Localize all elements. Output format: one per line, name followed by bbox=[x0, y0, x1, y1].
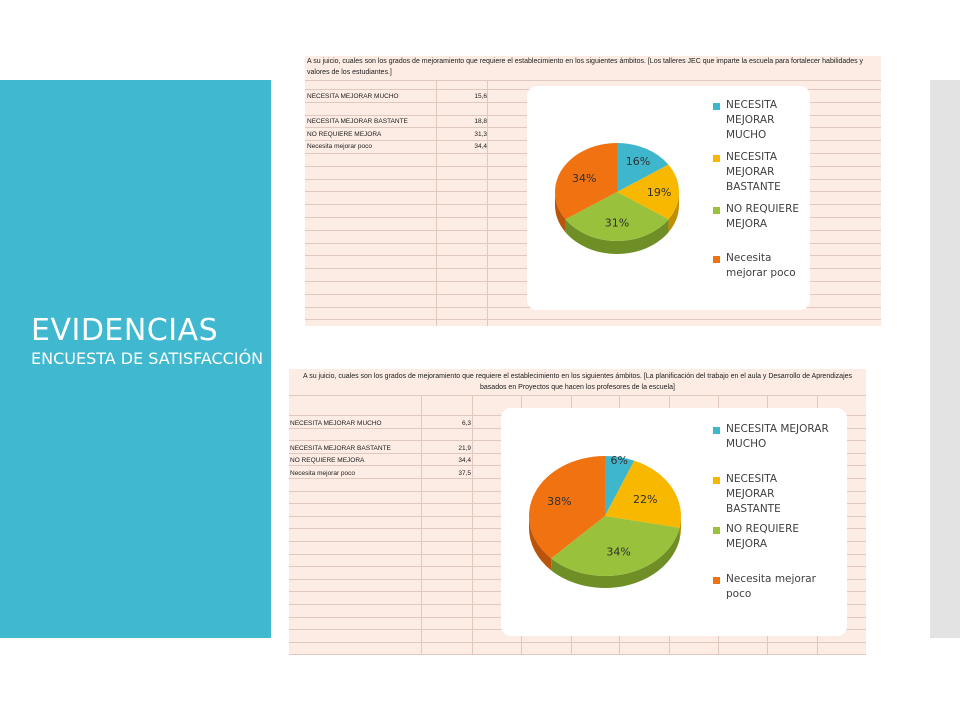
legend-item: NO REQUIERE MEJORA bbox=[713, 522, 808, 552]
row-value: 31,3 bbox=[474, 131, 487, 138]
pie-slice-side bbox=[551, 527, 680, 588]
pie-slice-side bbox=[679, 516, 681, 540]
row-value: 37,5 bbox=[458, 470, 471, 477]
row-label: NECESITA MEJORAR BASTANTE bbox=[307, 118, 408, 125]
row-label: Necesita mejorar poco bbox=[290, 470, 356, 477]
legend-label: NECESITA MEJORAR MUCHO bbox=[726, 99, 777, 141]
pie-slice-side bbox=[529, 516, 552, 571]
pie-data-label: 34% bbox=[572, 172, 596, 185]
grid-line bbox=[289, 654, 866, 655]
pie-data-label: 38% bbox=[547, 495, 571, 508]
legend-item: NECESITA MEJORAR MUCHO bbox=[713, 422, 843, 452]
pie-data-label: 34% bbox=[606, 546, 630, 559]
spreadsheet-2: A su juicio, cuales son los grados de me… bbox=[289, 369, 866, 655]
legend-item: NO REQUIERE MEJORA bbox=[713, 202, 808, 232]
row-label: NECESITA MEJORAR BASTANTE bbox=[290, 445, 391, 452]
slide-subtitle: ENCUESTA DE SATISFACCIÓN bbox=[31, 349, 264, 368]
pie-chart-2-plot: 6% 22% 34% 38% bbox=[529, 454, 681, 588]
row-label: NECESITA MEJORAR MUCHO bbox=[307, 93, 399, 100]
row-label: NO REQUIERE MEJORA bbox=[307, 131, 382, 138]
row-value: 6,3 bbox=[461, 420, 471, 427]
grid-line bbox=[305, 319, 881, 320]
pie-slice bbox=[555, 143, 617, 220]
pie-slice bbox=[565, 192, 669, 241]
grid-line bbox=[436, 80, 437, 326]
row-label: NECESITA MEJORAR MUCHO bbox=[290, 420, 382, 427]
title-block: EVIDENCIAS ENCUESTA DE SATISFACCIÓN bbox=[31, 313, 266, 369]
row-value: 34,4 bbox=[458, 457, 471, 464]
pie-slice bbox=[617, 164, 679, 220]
pie-data-label: 6% bbox=[610, 454, 627, 467]
survey-question: A su juicio, cuales son los grados de me… bbox=[302, 373, 853, 391]
slide-title: EVIDENCIAS bbox=[31, 313, 219, 348]
title-band bbox=[0, 80, 271, 638]
legend-item: NECESITA MEJORAR BASTANTE bbox=[713, 472, 808, 517]
row-label: Necesita mejorar poco bbox=[307, 143, 373, 150]
pie-slice-side bbox=[565, 219, 669, 254]
grid-line bbox=[472, 395, 473, 655]
pie-chart-1: 16% 19% 31% 34% NECESITA MEJORAR MUCHO NECE… bbox=[527, 86, 810, 310]
legend-label: NECESITA MEJORAR BASTANTE bbox=[726, 473, 781, 515]
row-value: 18,8 bbox=[474, 118, 487, 125]
pie-slice bbox=[605, 460, 681, 528]
row-label: NO REQUIERE MEJORA bbox=[290, 457, 365, 464]
row-value: 21,9 bbox=[458, 445, 471, 452]
survey-question: A su juicio, cuales son los grados de me… bbox=[307, 58, 864, 76]
pie-chart-2: 6% 22% 34% 38% NECESITA MEJORAR MUCHO NECES… bbox=[501, 408, 847, 636]
pie-slice-side bbox=[555, 192, 566, 233]
pie-data-label: 22% bbox=[633, 493, 657, 506]
pie-slice bbox=[617, 143, 669, 192]
pie-data-label: 19% bbox=[647, 186, 671, 199]
pie-slice bbox=[605, 456, 635, 516]
legend-label: NECESITA MEJORAR BASTANTE bbox=[726, 151, 781, 193]
legend-label: NO REQUIERE MEJORA bbox=[726, 523, 799, 550]
legend-label: NO REQUIERE MEJORA bbox=[726, 203, 799, 230]
legend-item: Necesita mejorar poco bbox=[713, 251, 808, 281]
pie-slice-side bbox=[668, 192, 679, 233]
legend-item: Necesita mejorar poco bbox=[713, 572, 823, 602]
grid-line bbox=[305, 80, 881, 81]
legend-label: Necesita mejorar poco bbox=[726, 252, 796, 279]
grid-line bbox=[289, 395, 866, 396]
pie-data-label: 16% bbox=[626, 155, 650, 168]
row-value: 15,6 bbox=[474, 93, 487, 100]
row-value: 34,4 bbox=[474, 143, 487, 150]
legend-label: Necesita mejorar poco bbox=[726, 573, 816, 600]
grid-line bbox=[487, 80, 488, 326]
pie-data-label: 31% bbox=[605, 216, 629, 229]
pie-slice bbox=[551, 516, 680, 576]
grid-line bbox=[421, 395, 422, 655]
spreadsheet-1: A su juicio, cuales son los grados de me… bbox=[305, 56, 881, 326]
right-strip bbox=[930, 80, 960, 638]
legend-item: NECESITA MEJORAR BASTANTE bbox=[713, 150, 808, 195]
pie-slice bbox=[529, 456, 605, 559]
legend-label: NECESITA MEJORAR MUCHO bbox=[726, 423, 829, 450]
grid-line bbox=[289, 642, 866, 643]
pie-chart-1-plot: 16% 19% 31% 34% bbox=[555, 143, 679, 254]
legend-item: NECESITA MEJORAR MUCHO bbox=[713, 98, 808, 143]
